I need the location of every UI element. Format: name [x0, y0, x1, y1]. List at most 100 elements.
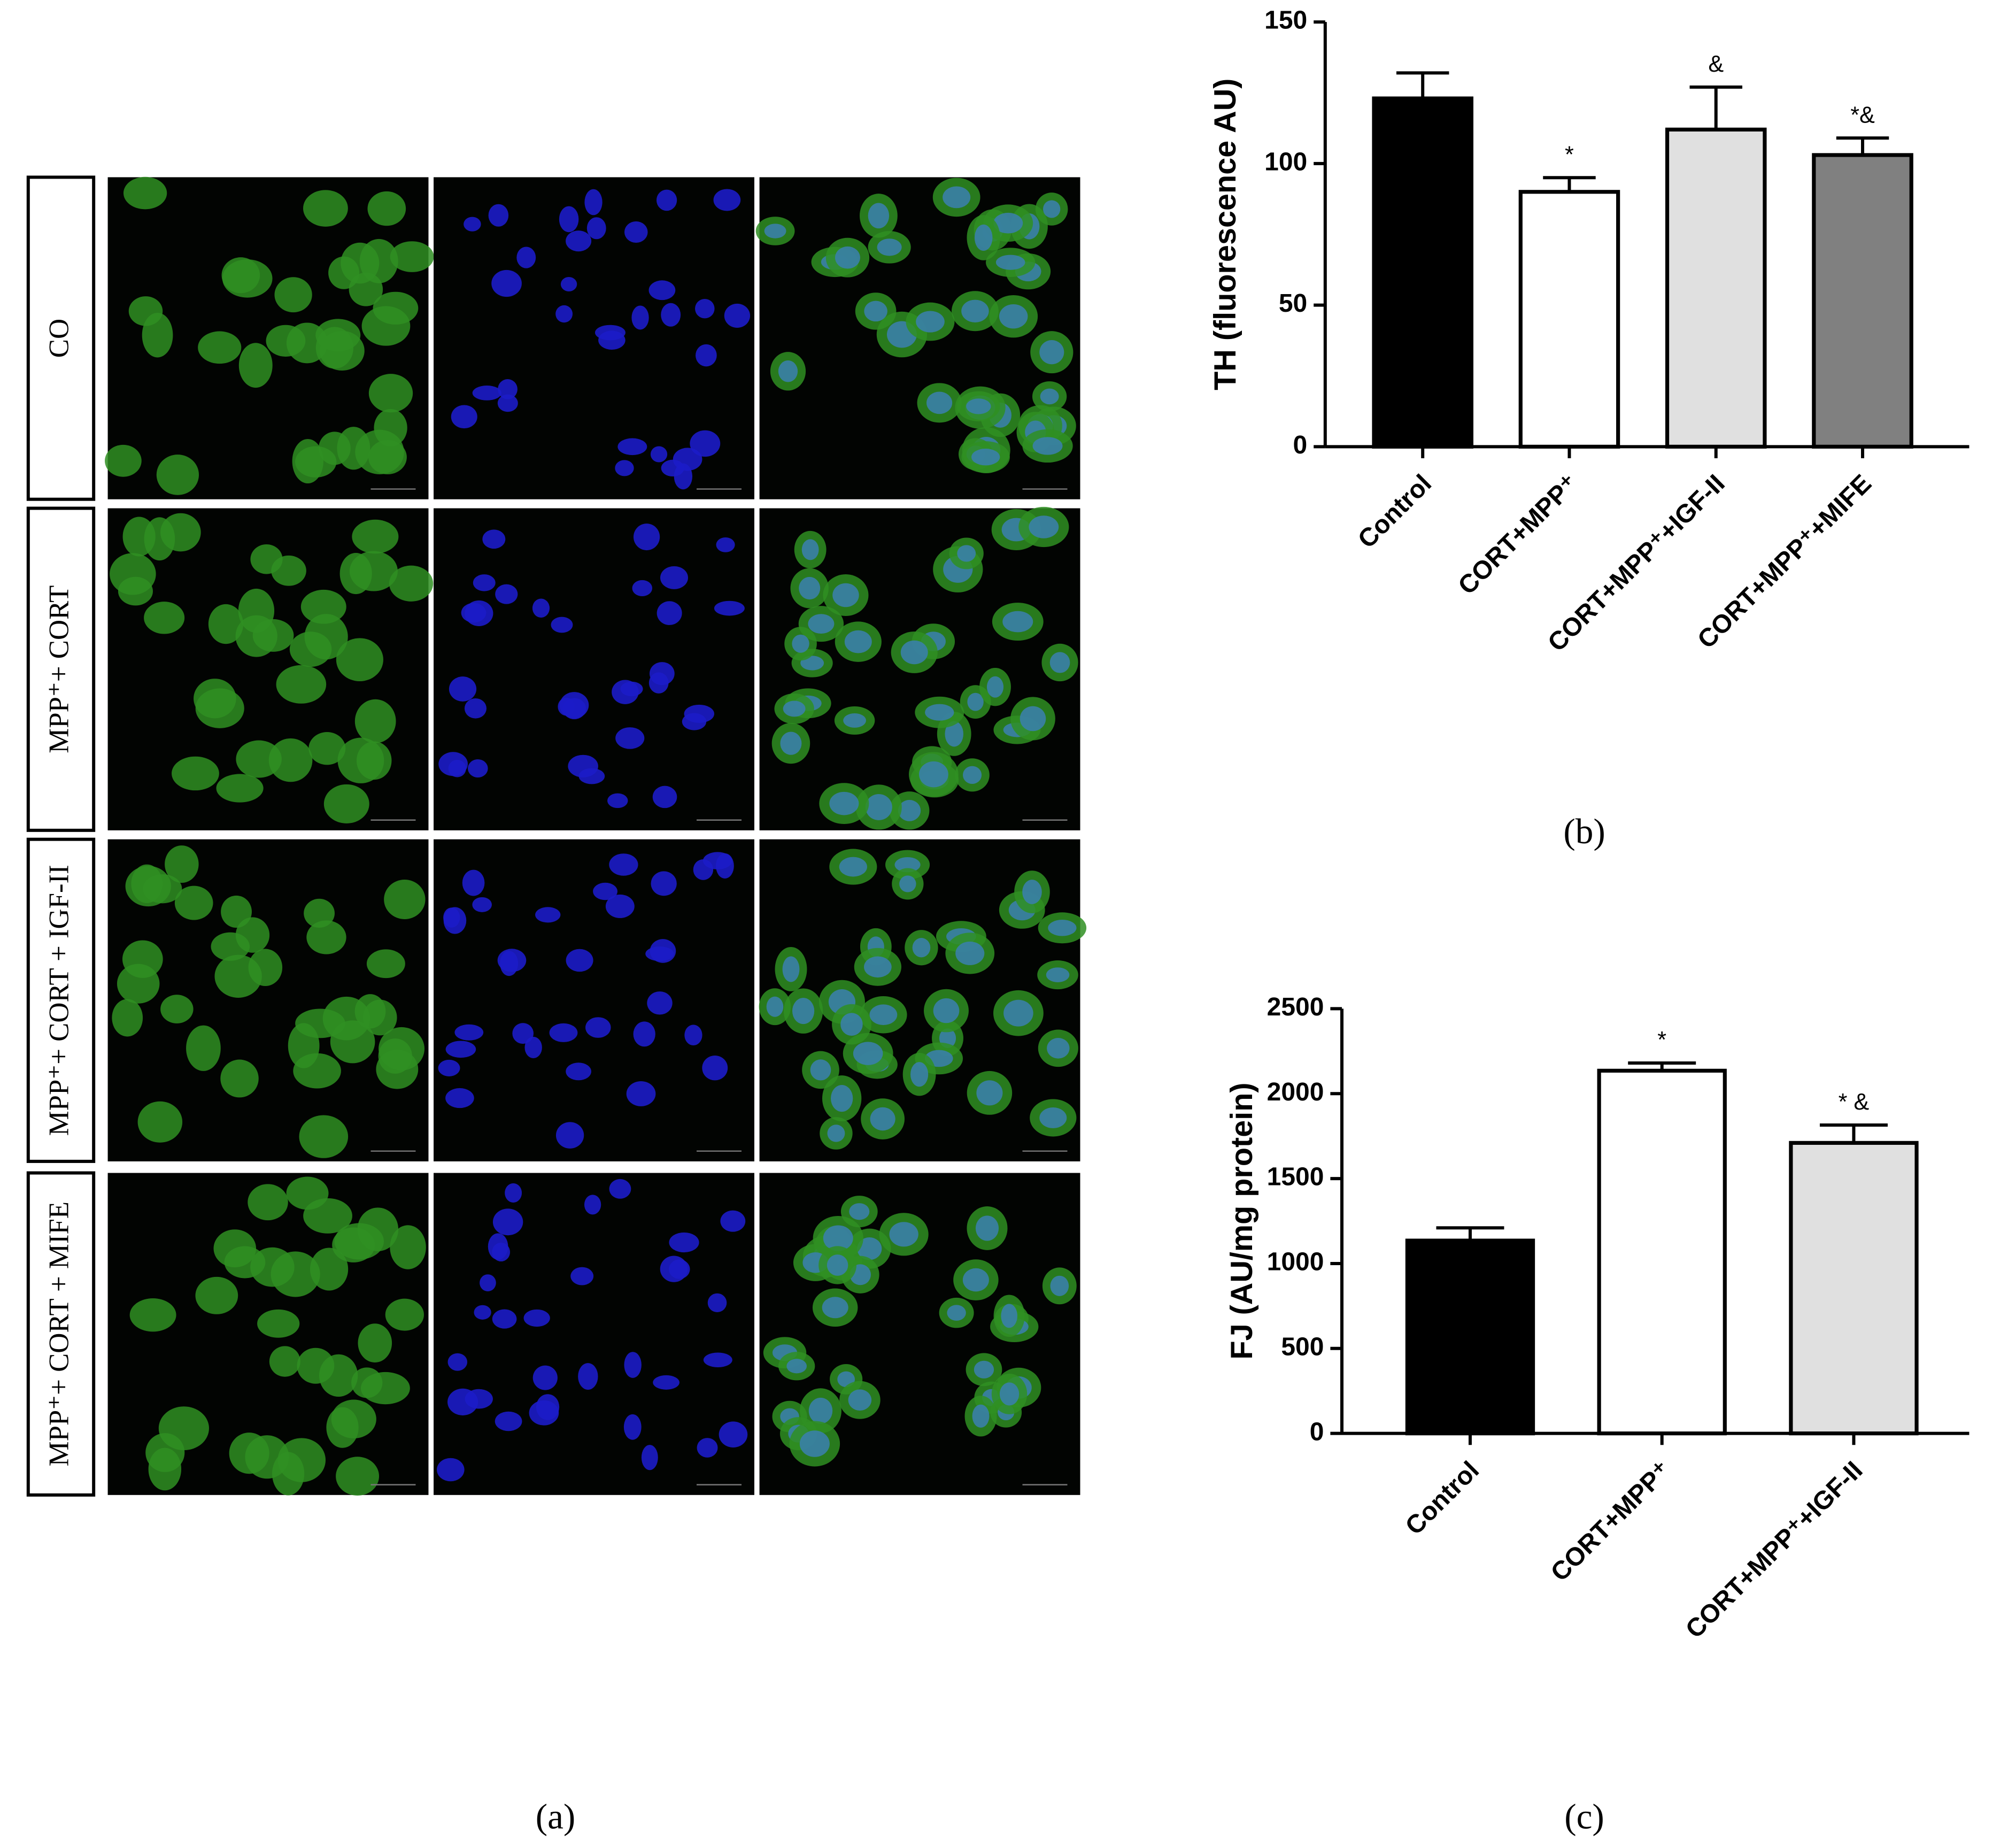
cell	[248, 949, 283, 987]
nucleus	[656, 189, 677, 211]
nucleus	[1032, 437, 1063, 455]
nucleus	[962, 1268, 989, 1292]
cell	[271, 1251, 320, 1297]
nucleus	[492, 1309, 517, 1329]
cell	[220, 1059, 259, 1098]
x-tick-label: CORT+MPP⁺	[1546, 1456, 1677, 1587]
nucleus	[966, 398, 991, 414]
cell	[336, 1457, 380, 1496]
nucleus	[999, 304, 1028, 329]
cell	[297, 1348, 335, 1384]
nucleus	[584, 189, 603, 215]
nucleus	[844, 630, 872, 653]
cell	[172, 756, 219, 791]
annotation: *	[1565, 142, 1574, 168]
nucleus	[843, 713, 866, 728]
nucleus	[947, 1305, 966, 1321]
nucleus	[609, 853, 638, 876]
cell	[331, 1399, 376, 1439]
nucleus	[720, 1210, 746, 1232]
nucleus	[839, 857, 867, 877]
nucleus	[696, 344, 717, 367]
nucleus	[607, 793, 628, 808]
cell	[118, 576, 153, 606]
row-label: MPP⁺+ CORT	[43, 586, 74, 753]
nucleus	[832, 583, 859, 607]
nucleus	[792, 634, 809, 653]
y-axis-label: TH (fluorescence AU)	[1208, 79, 1242, 390]
nucleus	[626, 1081, 656, 1106]
cell	[268, 738, 313, 782]
y-tick-label: 500	[1281, 1333, 1324, 1361]
nucleus	[1002, 611, 1033, 633]
nucleus	[799, 1430, 830, 1457]
nucleus	[549, 1023, 578, 1042]
bar	[1372, 96, 1473, 449]
y-tick-label: 1000	[1267, 1248, 1324, 1276]
nucleus	[1046, 967, 1070, 982]
nucleus	[963, 766, 982, 784]
cell	[142, 312, 173, 358]
cell	[355, 429, 404, 474]
nucleus	[464, 698, 487, 719]
cell	[292, 438, 323, 484]
cell	[252, 619, 294, 652]
nucleus	[438, 1059, 460, 1076]
y-tick-label: 1500	[1267, 1163, 1324, 1191]
cell	[384, 880, 426, 919]
nucleus	[783, 700, 806, 717]
nucleus	[857, 1237, 882, 1260]
nucleus	[945, 721, 963, 747]
cell	[174, 886, 213, 920]
nucleus	[1047, 1038, 1070, 1059]
nucleus	[512, 1023, 534, 1044]
cell	[289, 632, 332, 667]
nucleus	[827, 1125, 845, 1142]
nucleus	[445, 1041, 476, 1058]
nucleus	[766, 996, 784, 1017]
nucleus	[568, 754, 598, 777]
annotation: *&	[1850, 102, 1875, 128]
nucleus	[535, 907, 561, 923]
nucleus	[650, 446, 668, 463]
nucleus	[491, 270, 522, 297]
nucleus	[472, 386, 501, 401]
nucleus	[586, 217, 606, 240]
y-tick-label: 100	[1264, 148, 1307, 176]
cell	[160, 995, 194, 1023]
nucleus	[651, 871, 677, 896]
cell	[236, 740, 282, 778]
cell	[271, 555, 306, 586]
nucleus	[555, 1122, 584, 1149]
nucleus	[870, 1107, 895, 1131]
nucleus	[714, 600, 745, 616]
nucleus	[529, 1400, 559, 1426]
nucleus	[840, 1013, 863, 1036]
nucleus	[1039, 1107, 1067, 1128]
nucleus	[918, 761, 948, 788]
nucleus	[961, 299, 989, 322]
cell	[322, 996, 370, 1041]
cell	[137, 1101, 183, 1143]
nucleus	[916, 311, 945, 333]
nucleus	[707, 1293, 727, 1313]
nucleus	[660, 1256, 688, 1282]
nucleus	[1029, 515, 1059, 538]
panel-label: (c)	[1564, 1797, 1604, 1837]
nucleus	[831, 1085, 853, 1112]
cell	[299, 1115, 349, 1158]
cell	[390, 1225, 426, 1269]
cell	[354, 699, 396, 743]
nucleus	[764, 224, 786, 238]
cell	[308, 732, 346, 765]
cell	[274, 277, 312, 313]
bar	[1597, 1068, 1727, 1436]
cell	[195, 1276, 238, 1314]
nucleus	[624, 1352, 642, 1378]
nucleus	[695, 298, 715, 319]
nucleus	[684, 1025, 702, 1046]
y-tick-label: 0	[1293, 431, 1308, 459]
nucleus	[780, 732, 802, 755]
nucleus	[516, 247, 536, 268]
